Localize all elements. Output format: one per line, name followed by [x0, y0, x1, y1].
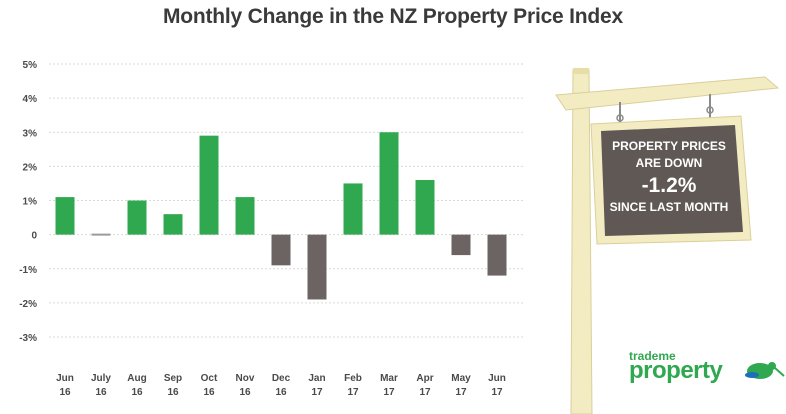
logo-brand: trademe [629, 349, 676, 363]
bar [55, 197, 75, 235]
kiwi-bird-icon [745, 362, 785, 379]
bar [199, 135, 219, 235]
bar [163, 214, 183, 235]
x-tick-label: 16 [167, 387, 179, 398]
x-tick-label: Aug [127, 373, 146, 384]
sign-line-4: SINCE LAST MONTH [609, 200, 729, 214]
x-tick-label: Jun [56, 373, 74, 384]
chart-title: Monthly Change in the NZ Property Price … [162, 5, 624, 28]
y-tick-label: 3% [23, 128, 38, 139]
sign-value: -1.2% [641, 174, 697, 197]
y-tick-label: -1% [19, 265, 37, 276]
x-tick-label: 17 [347, 387, 359, 398]
x-tick-label: July [91, 373, 111, 384]
bar [91, 233, 111, 236]
bar [451, 234, 471, 256]
bar [307, 234, 327, 300]
y-tick-label: 2% [23, 162, 38, 173]
sign-text: PROPERTY PRICES ARE DOWN -1.2% SINCE LAS… [603, 138, 735, 216]
x-tick-label: 17 [491, 387, 503, 398]
x-tick-label: 17 [383, 387, 395, 398]
y-tick-label: 5% [23, 60, 38, 71]
y-tick-label: 4% [23, 94, 38, 105]
x-tick-label: Apr [416, 373, 433, 384]
logo-product: property [629, 357, 723, 384]
x-tick-label: May [451, 373, 471, 384]
x-tick-label: Oct [201, 373, 218, 384]
bar [235, 197, 255, 235]
y-tick-label: -3% [19, 333, 37, 344]
x-tick-label: Sep [164, 373, 182, 384]
x-tick-label: 16 [95, 387, 107, 398]
x-tick-label: 16 [275, 387, 287, 398]
sign-line-1: PROPERTY PRICES [612, 139, 726, 153]
bar [127, 200, 147, 235]
x-tick-label: 17 [419, 387, 431, 398]
y-tick-label: 1% [23, 197, 38, 208]
x-tick-label: 16 [203, 387, 215, 398]
bar [487, 234, 507, 276]
x-tick-label: Jan [308, 373, 325, 384]
bar [415, 180, 435, 235]
x-tick-label: 16 [131, 387, 143, 398]
x-tick-label: 16 [239, 387, 251, 398]
x-tick-label: 17 [311, 387, 323, 398]
x-tick-label: Mar [380, 373, 398, 384]
y-tick-label: -2% [19, 299, 37, 310]
bar [271, 234, 291, 266]
x-tick-label: Feb [344, 373, 362, 384]
grid [49, 63, 525, 338]
x-tick-label: Dec [272, 373, 291, 384]
x-tick-label: 17 [455, 387, 467, 398]
sign-post-illustration [555, 68, 780, 414]
sign-line-2: ARE DOWN [635, 156, 703, 170]
x-tick-label: Nov [236, 373, 255, 384]
y-tick-label: 0 [31, 231, 37, 242]
bar [343, 183, 363, 235]
trademe-property-logo: trademe property [629, 349, 779, 389]
x-tick-label: 16 [59, 387, 71, 398]
bar [379, 132, 399, 235]
x-tick-label: Jun [488, 373, 506, 384]
